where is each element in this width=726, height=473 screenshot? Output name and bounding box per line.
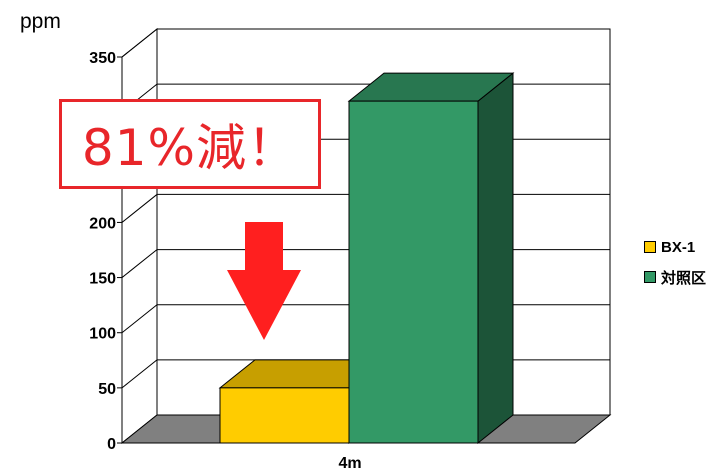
legend-label-bx1: BX-1 [661, 238, 696, 256]
plot-side-wall [121, 27, 158, 445]
legend-item-control: 対照区 [644, 266, 706, 288]
y-tick-label: 200 [89, 215, 116, 232]
y-tick-label: 0 [107, 436, 116, 453]
bar-bx1 [219, 387, 350, 444]
legend-item-bx1: BX-1 [644, 236, 706, 258]
y-tick-label: 50 [98, 381, 116, 398]
reduction-callout: 81%減！ [59, 99, 321, 189]
legend-swatch-bx1 [644, 241, 656, 253]
legend-label-control: 対照区 [661, 269, 707, 287]
bar-control [348, 100, 479, 444]
reduction-callout-text: 81%減！ [81, 119, 299, 177]
legend: BX-1 対照区 [644, 236, 706, 296]
y-tick-label: 100 [89, 326, 116, 343]
x-tick-label: 4m [338, 455, 361, 472]
down-arrow-icon [227, 222, 301, 340]
y-axis-label: ppm [20, 10, 61, 33]
gridline [121, 28, 610, 58]
bar-control-side [477, 72, 514, 445]
y-tick-label: 150 [89, 271, 116, 288]
legend-swatch-control [644, 271, 656, 283]
y-tick-label: 350 [89, 50, 116, 67]
